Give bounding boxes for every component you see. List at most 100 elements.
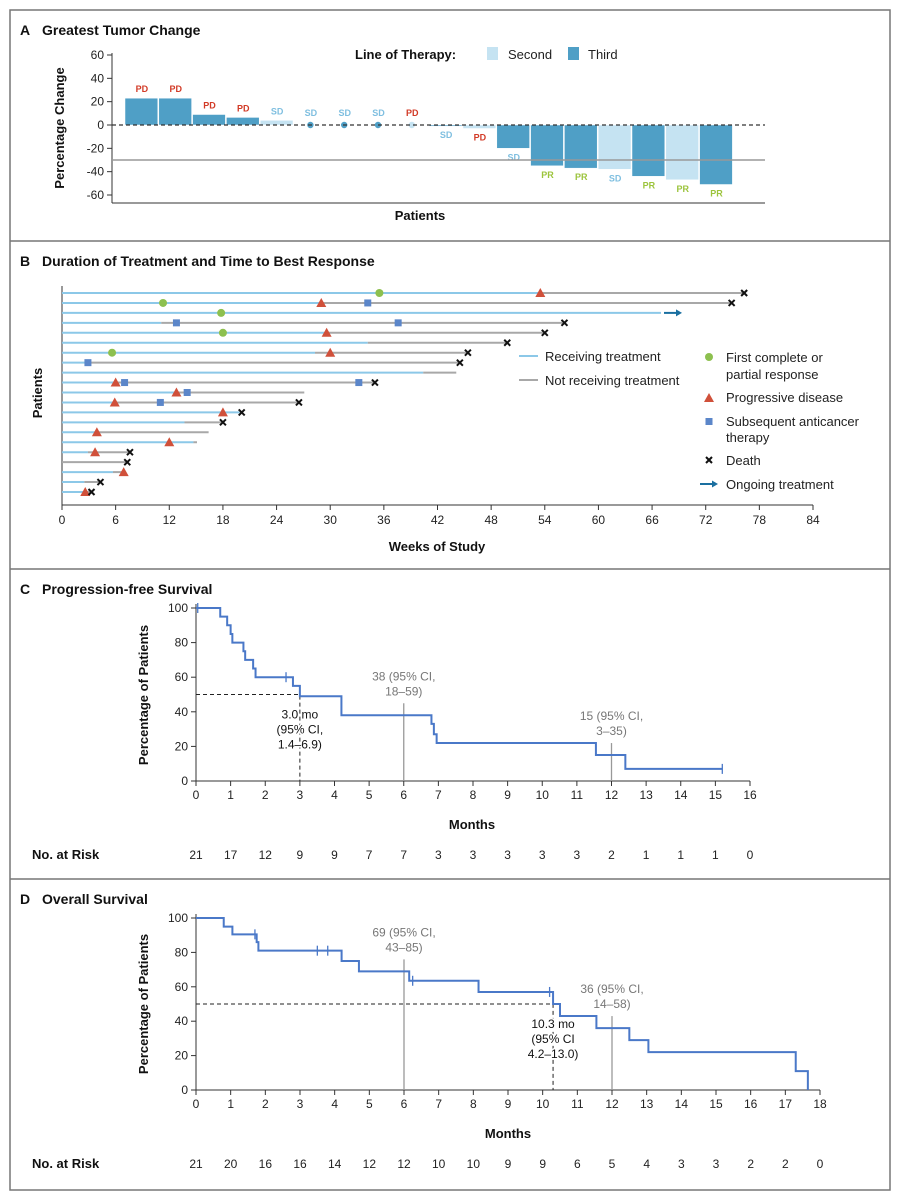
x-tick-label: 4 <box>331 788 338 802</box>
panel-d-xlabel: Months <box>485 1126 531 1141</box>
patient-row <box>62 288 748 297</box>
bar <box>631 124 666 177</box>
death-icon-stroke <box>503 339 511 347</box>
bar <box>124 97 159 126</box>
at-risk-count: 20 <box>224 1157 238 1171</box>
progression-marker <box>321 327 332 337</box>
median-annotation: 10.3 mo <box>531 1017 575 1031</box>
at-risk-count: 5 <box>609 1157 616 1171</box>
legend-swatch-third <box>568 47 579 60</box>
subsequent-therapy-marker <box>364 299 372 307</box>
x-tick-label: 84 <box>806 513 820 527</box>
progression-marker <box>80 487 91 496</box>
death-icon-stroke <box>705 456 713 464</box>
at-risk-count: 6 <box>574 1157 581 1171</box>
subsequent-therapy-marker <box>156 398 164 406</box>
bar-response-label: SD <box>372 108 385 118</box>
panel-a-ylabel: Percentage Change <box>52 67 67 188</box>
legend-death-label: Death <box>726 453 761 468</box>
x-tick-label: 15 <box>709 788 723 802</box>
at-risk-count: 10 <box>432 1157 446 1171</box>
legend-subsequent-label: Subsequent anticancer <box>726 414 860 429</box>
progression-marker <box>325 347 336 357</box>
patient-row <box>62 377 379 387</box>
landmark-annotation: 15 (95% CI, <box>580 709 643 723</box>
panel-b-title: Duration of Treatment and Time to Best R… <box>42 253 375 269</box>
progression-marker <box>90 447 101 457</box>
at-risk-count: 1 <box>712 848 719 862</box>
bar <box>597 124 632 170</box>
bar-response-label: SD <box>609 173 622 183</box>
x-tick-label: 48 <box>484 513 498 527</box>
at-risk-count: 14 <box>328 1157 342 1171</box>
patient-row <box>62 339 511 347</box>
patient-row <box>62 407 246 417</box>
patient-row <box>62 319 569 327</box>
median-annotation: (95% CI, <box>277 723 324 737</box>
panel-d-letter: D <box>20 891 30 907</box>
x-tick-label: 2 <box>262 788 269 802</box>
at-risk-count: 3 <box>504 848 511 862</box>
panel-a-xlabel: Patients <box>395 208 446 223</box>
legend-label-third: Third <box>588 47 618 62</box>
panel-c-at-risk-label: No. at Risk <box>32 847 100 862</box>
at-risk-count: 16 <box>259 1157 273 1171</box>
death-marker <box>96 478 105 486</box>
x-tick-label: 36 <box>377 513 391 527</box>
y-tick-label: 40 <box>175 1014 189 1028</box>
y-tick-label: -40 <box>87 165 105 179</box>
response-marker <box>159 298 168 307</box>
subsequent-therapy-marker <box>84 359 92 367</box>
y-tick-label: 20 <box>175 1049 189 1063</box>
death-icon-stroke <box>560 319 569 327</box>
progression-marker <box>110 377 121 387</box>
x-tick-label: 12 <box>163 513 177 527</box>
x-tick-label: 14 <box>674 788 688 802</box>
patient-row <box>62 467 129 477</box>
at-risk-count: 3 <box>470 848 477 862</box>
death-marker <box>464 348 472 357</box>
at-risk-count: 12 <box>259 848 273 862</box>
bar-response-label: PD <box>169 84 182 94</box>
response-marker <box>375 289 384 297</box>
patient-row <box>62 308 683 317</box>
panel-c-ylabel: Percentage of Patients <box>136 625 151 765</box>
legend-ongoing-label: Ongoing treatment <box>726 477 834 492</box>
figure-frame <box>9 9 891 1191</box>
panel-d-at-risk-label: No. at Risk <box>32 1156 100 1171</box>
at-risk-count: 0 <box>747 848 754 862</box>
panel-c-title: Progression-free Survival <box>42 581 212 597</box>
y-tick-label: 0 <box>181 774 188 788</box>
x-tick-label: 17 <box>779 1097 793 1111</box>
x-tick-label: 8 <box>470 1097 477 1111</box>
x-tick-label: 0 <box>59 513 66 527</box>
bar-response-label: PD <box>203 101 216 111</box>
median-reference-line <box>196 694 301 781</box>
x-tick-label: 54 <box>538 513 552 527</box>
at-risk-count: 2 <box>782 1157 789 1171</box>
patient-row <box>62 437 198 447</box>
progression-marker <box>217 407 228 417</box>
patient-row <box>62 327 549 337</box>
patient-row <box>62 297 736 307</box>
at-risk-count: 0 <box>817 1157 824 1171</box>
at-risk-count: 1 <box>677 848 684 862</box>
at-risk-count: 9 <box>539 1157 546 1171</box>
landmark-annotation: 38 (95% CI, <box>372 669 435 683</box>
median-annotation: 3.0 mo <box>282 708 319 722</box>
panel-c-xlabel: Months <box>449 817 495 832</box>
panel-a-chart: 60 40 20 0 -20 -40 -60 PD PD PD PD SD SD SD SD PD SD PD SD… <box>87 47 765 204</box>
patient-row <box>62 478 105 486</box>
x-tick-label: 3 <box>297 788 304 802</box>
y-tick-label: 20 <box>91 95 105 109</box>
x-tick-label: 15 <box>709 1097 723 1111</box>
y-tick-label: -20 <box>87 141 105 155</box>
y-tick-label: 0 <box>97 118 104 132</box>
legend-response-label: partial response <box>726 367 819 382</box>
bar-response-label: PR <box>575 172 588 182</box>
panel-b-xlabel: Weeks of Study <box>389 539 486 554</box>
legend-subsequent-icon <box>705 418 713 425</box>
at-risk-count: 7 <box>400 848 407 862</box>
y-tick-label: 100 <box>168 911 188 925</box>
